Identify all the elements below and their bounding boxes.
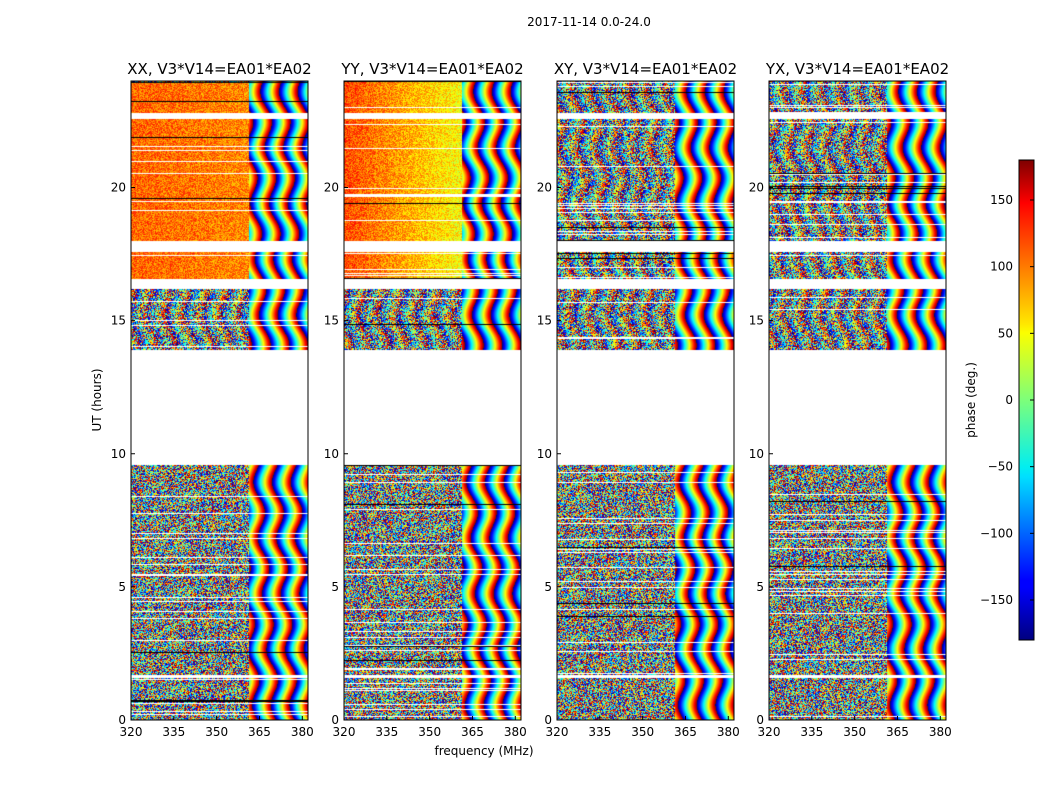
- x-tick-label: 380: [717, 725, 740, 739]
- y-tick-label: 5: [331, 580, 339, 594]
- x-tick-label: 350: [843, 725, 866, 739]
- heatmap-panels: XX, V3*V14=EA01*EA02 320 335 350 365 380 0 5 10 1…: [111, 60, 952, 739]
- y-tick-label: 20: [537, 181, 552, 195]
- panel-title: YY, V3*V14=EA01*EA02: [340, 60, 523, 78]
- colorbar-tick-label: 0: [1005, 393, 1013, 407]
- phase-image-yy: [344, 81, 521, 720]
- y-tick-label: 20: [749, 181, 764, 195]
- x-tick-label: 365: [674, 725, 697, 739]
- y-tick-label: 0: [544, 713, 552, 727]
- panel-xx: XX, V3*V14=EA01*EA02 320 335 350 365 380 0 5 10 1…: [111, 60, 314, 739]
- x-tick-label: 335: [800, 725, 823, 739]
- y-tick-label: 5: [756, 580, 764, 594]
- panel-yy: YY, V3*V14=EA01*EA02 320 335 350 365 380 0 5 10 1…: [324, 60, 527, 739]
- phase-image-yx: [769, 81, 946, 720]
- x-tick-label: 350: [205, 725, 228, 739]
- y-tick-label: 0: [756, 713, 764, 727]
- y-tick-label: 0: [118, 713, 126, 727]
- y-tick-label: 5: [544, 580, 552, 594]
- y-tick-label: 0: [331, 713, 339, 727]
- colorbar-tick-label: −100: [980, 526, 1013, 540]
- phase-image-xx: [131, 81, 308, 720]
- x-tick-label: 380: [929, 725, 952, 739]
- x-tick-label: 350: [418, 725, 441, 739]
- colorbar-tick-label: 100: [990, 260, 1013, 274]
- y-tick-label: 10: [749, 447, 764, 461]
- y-tick-label: 10: [111, 447, 126, 461]
- x-tick-label: 320: [546, 725, 569, 739]
- x-tick-label: 365: [248, 725, 271, 739]
- colorbar: 150 100 50 0 −50 −100 −150 phase (deg.): [964, 159, 1035, 641]
- colorbar-tick-label: −150: [980, 593, 1013, 607]
- panel-title: XX, V3*V14=EA01*EA02: [127, 60, 311, 78]
- x-tick-label: 350: [631, 725, 654, 739]
- panel-title: YX, V3*V14=EA01*EA02: [765, 60, 949, 78]
- colorbar-tick-label: 150: [990, 193, 1013, 207]
- x-tick-label: 380: [291, 725, 314, 739]
- y-tick-label: 15: [749, 314, 764, 328]
- y-tick-label: 10: [537, 447, 552, 461]
- panel-yx: YX, V3*V14=EA01*EA02 320 335 350 365 380 0 5 10 1…: [749, 60, 952, 739]
- colorbar-label: phase (deg.): [964, 362, 978, 438]
- y-tick-label: 5: [118, 580, 126, 594]
- y-tick-label: 15: [537, 314, 552, 328]
- x-axis-label: frequency (MHz): [434, 744, 533, 758]
- colorbar-tick-label: 50: [998, 326, 1013, 340]
- panel-frame: [768, 80, 947, 721]
- y-tick-label: 10: [324, 447, 339, 461]
- x-tick-label: 335: [162, 725, 185, 739]
- x-tick-label: 335: [588, 725, 611, 739]
- phase-image-xy: [557, 81, 734, 720]
- x-tick-label: 365: [886, 725, 909, 739]
- panel-title: XY, V3*V14=EA01*EA02: [554, 60, 737, 78]
- x-tick-label: 320: [120, 725, 143, 739]
- colorbar-tick-label: −50: [988, 460, 1013, 474]
- panel-frame: [130, 80, 309, 721]
- panel-frame: [343, 80, 522, 721]
- x-tick-label: 335: [375, 725, 398, 739]
- x-tick-label: 365: [461, 725, 484, 739]
- y-tick-label: 15: [111, 314, 126, 328]
- suptitle: 2017-11-14 0.0-24.0: [527, 15, 651, 29]
- y-axis-label: UT (hours): [90, 368, 104, 431]
- x-tick-label: 380: [504, 725, 527, 739]
- y-tick-label: 20: [324, 181, 339, 195]
- x-tick-label: 320: [758, 725, 781, 739]
- y-tick-label: 15: [324, 314, 339, 328]
- y-tick-label: 20: [111, 181, 126, 195]
- panel-xy: XY, V3*V14=EA01*EA02 320 335 350 365 380 0 5 10 1…: [537, 60, 740, 739]
- x-tick-label: 320: [333, 725, 356, 739]
- panel-frame: [556, 80, 735, 721]
